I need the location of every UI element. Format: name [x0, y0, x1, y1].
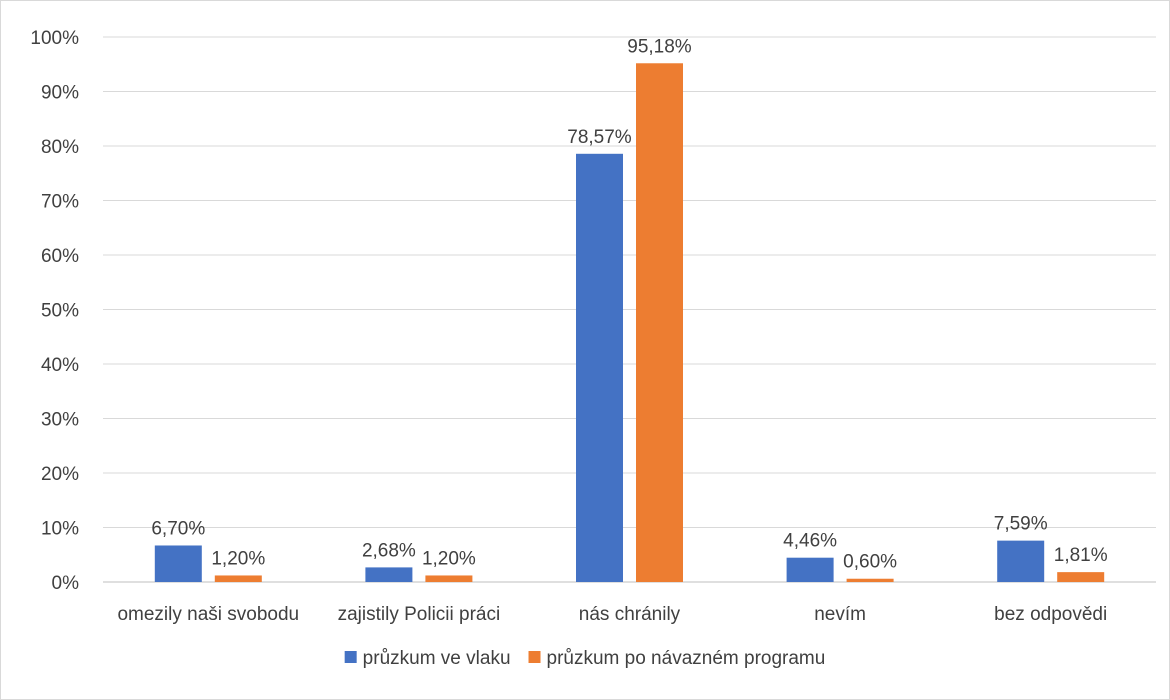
y-tick-label: 0% — [52, 573, 80, 594]
y-tick-label: 10% — [41, 519, 79, 540]
data-label: 2,68% — [362, 540, 416, 561]
data-label: 1,20% — [422, 548, 476, 569]
bar-program-2 — [636, 63, 683, 583]
bar-vlak-1 — [365, 567, 413, 582]
bar-program-0 — [214, 575, 262, 582]
data-label: 1,20% — [211, 548, 265, 569]
bars — [154, 63, 1105, 583]
data-label: 1,81% — [1054, 545, 1108, 566]
bar-vlak-0 — [154, 545, 202, 582]
legend-item: průzkum po návazném programu — [528, 648, 826, 669]
y-tick-label: 90% — [41, 83, 79, 104]
y-tick-label: 30% — [41, 410, 79, 431]
x-category-label: nás chránily — [579, 604, 681, 625]
legend-swatch — [344, 651, 357, 663]
bar-program-4 — [1057, 572, 1105, 582]
y-tick-label: 80% — [41, 137, 79, 158]
y-tick-label: 60% — [41, 246, 79, 267]
y-tick-label: 50% — [41, 301, 79, 322]
y-tick-label: 70% — [41, 192, 79, 213]
y-tick-label: 100% — [30, 28, 79, 49]
gridlines — [103, 36, 1156, 583]
x-axis: omezily naši svobodu zajistily Policii pr… — [117, 604, 1107, 625]
bar-program-3 — [846, 578, 894, 582]
data-label: 4,46% — [783, 531, 837, 552]
y-axis: 0% 10% 20% 30% 40% 50% 60% 70% 80% 90% 100% — [30, 28, 79, 594]
data-label: 7,59% — [994, 514, 1048, 535]
legend-swatch — [528, 651, 541, 663]
data-label: 95,18% — [627, 36, 692, 57]
data-label: 0,60% — [843, 552, 897, 573]
x-category-label: zajistily Policii práci — [338, 604, 501, 625]
bar-vlak-3 — [786, 557, 834, 582]
legend-label: průzkum ve vlaku — [363, 648, 511, 669]
bar-vlak-4 — [997, 540, 1045, 582]
x-category-label: nevím — [814, 604, 866, 625]
bar-program-1 — [425, 575, 473, 582]
legend: průzkum ve vlaku průzkum po návazném prog… — [344, 648, 826, 669]
legend-item: průzkum ve vlaku — [344, 648, 511, 669]
data-labels: 6,70% 1,20% 2,68% 1,20% 78,57% 95,18% 4,46% 0,6… — [151, 36, 1107, 572]
data-label: 6,70% — [151, 518, 205, 539]
y-tick-label: 40% — [41, 355, 79, 376]
y-tick-label: 20% — [41, 464, 79, 485]
legend-label: průzkum po návazném programu — [547, 648, 826, 669]
x-category-label: omezily naši svobodu — [117, 604, 299, 625]
data-label: 78,57% — [567, 127, 632, 148]
x-category-label: bez odpovědi — [994, 604, 1107, 625]
bar-vlak-2 — [576, 153, 623, 582]
